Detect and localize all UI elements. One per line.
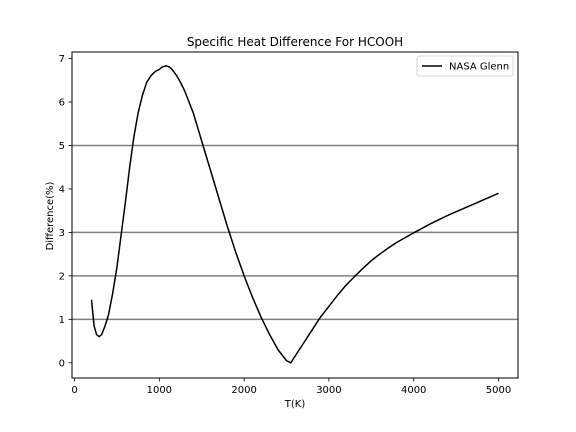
x-tick-label: 4000	[401, 385, 426, 396]
y-tick-label: 6	[59, 97, 65, 108]
x-axis-label: T(K)	[284, 399, 306, 410]
x-tick-label: 1000	[147, 385, 172, 396]
chart-title: Specific Heat Difference For HCOOH	[187, 35, 403, 49]
y-axis-label: Difference(%)	[45, 181, 56, 250]
y-tick-label: 1	[59, 315, 65, 326]
x-tick-label: 0	[71, 385, 77, 396]
y-tick-label: 5	[59, 141, 65, 152]
y-tick-label: 4	[59, 184, 65, 195]
y-tick-label: 2	[59, 271, 65, 282]
x-tick-label: 2000	[231, 385, 256, 396]
legend-label: NASA Glenn	[449, 62, 509, 73]
y-tick-label: 7	[59, 54, 65, 65]
y-tick-label: 0	[59, 358, 65, 369]
legend: NASA Glenn	[417, 56, 513, 76]
x-tick-label: 5000	[486, 385, 511, 396]
x-tick-label: 3000	[316, 385, 341, 396]
y-tick-label: 3	[59, 228, 65, 239]
